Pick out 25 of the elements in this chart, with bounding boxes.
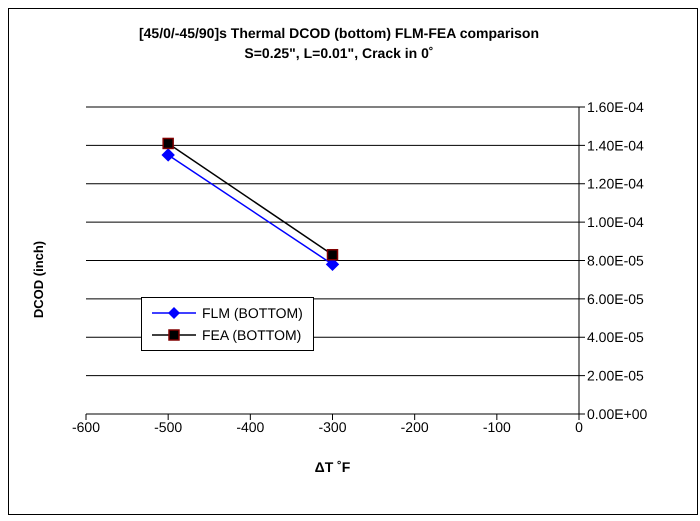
x-tick-label: -100 xyxy=(482,418,512,435)
y-tick-label: 8.00E-05 xyxy=(587,252,644,268)
point xyxy=(162,138,174,150)
point xyxy=(162,148,175,162)
x-tick-label: -200 xyxy=(400,418,429,435)
y-tick-label: 4.00E-05 xyxy=(587,329,644,346)
chart-title: [45/0/-45/90]s Thermal DCOD (bottom) FLM-FEA comparison xyxy=(138,24,540,43)
chart-subtitle: S=0.25", L=0.01", Crack in 0˚ xyxy=(243,44,435,63)
x-tick-label: -400 xyxy=(236,418,265,435)
y-axis-title: DCOD (inch) xyxy=(32,240,46,318)
legend-label: FEA (BOTTOM) xyxy=(202,327,302,343)
y-tick-label: 6.00E-05 xyxy=(587,290,644,307)
x-tick-label: -600 xyxy=(72,418,100,435)
x-tick-label: -500 xyxy=(154,418,182,435)
y-tick-label: 0.00E+00 xyxy=(587,406,648,422)
y-tick-label: 1.40E-04 xyxy=(587,137,644,154)
x-axis-title: ΔT ˚F xyxy=(314,459,351,475)
x-tick-label: -300 xyxy=(318,418,347,435)
x-tick-label: 0 xyxy=(575,418,584,435)
y-tick-label: 2.00E-05 xyxy=(587,368,644,384)
legend-label: FLM (BOTTOM) xyxy=(202,305,303,321)
y-tick-label: 1.60E-04 xyxy=(587,98,644,115)
y-tick-label: 1.20E-04 xyxy=(587,176,644,192)
point xyxy=(326,248,338,260)
y-tick-label: 1.00E-04 xyxy=(587,214,644,230)
